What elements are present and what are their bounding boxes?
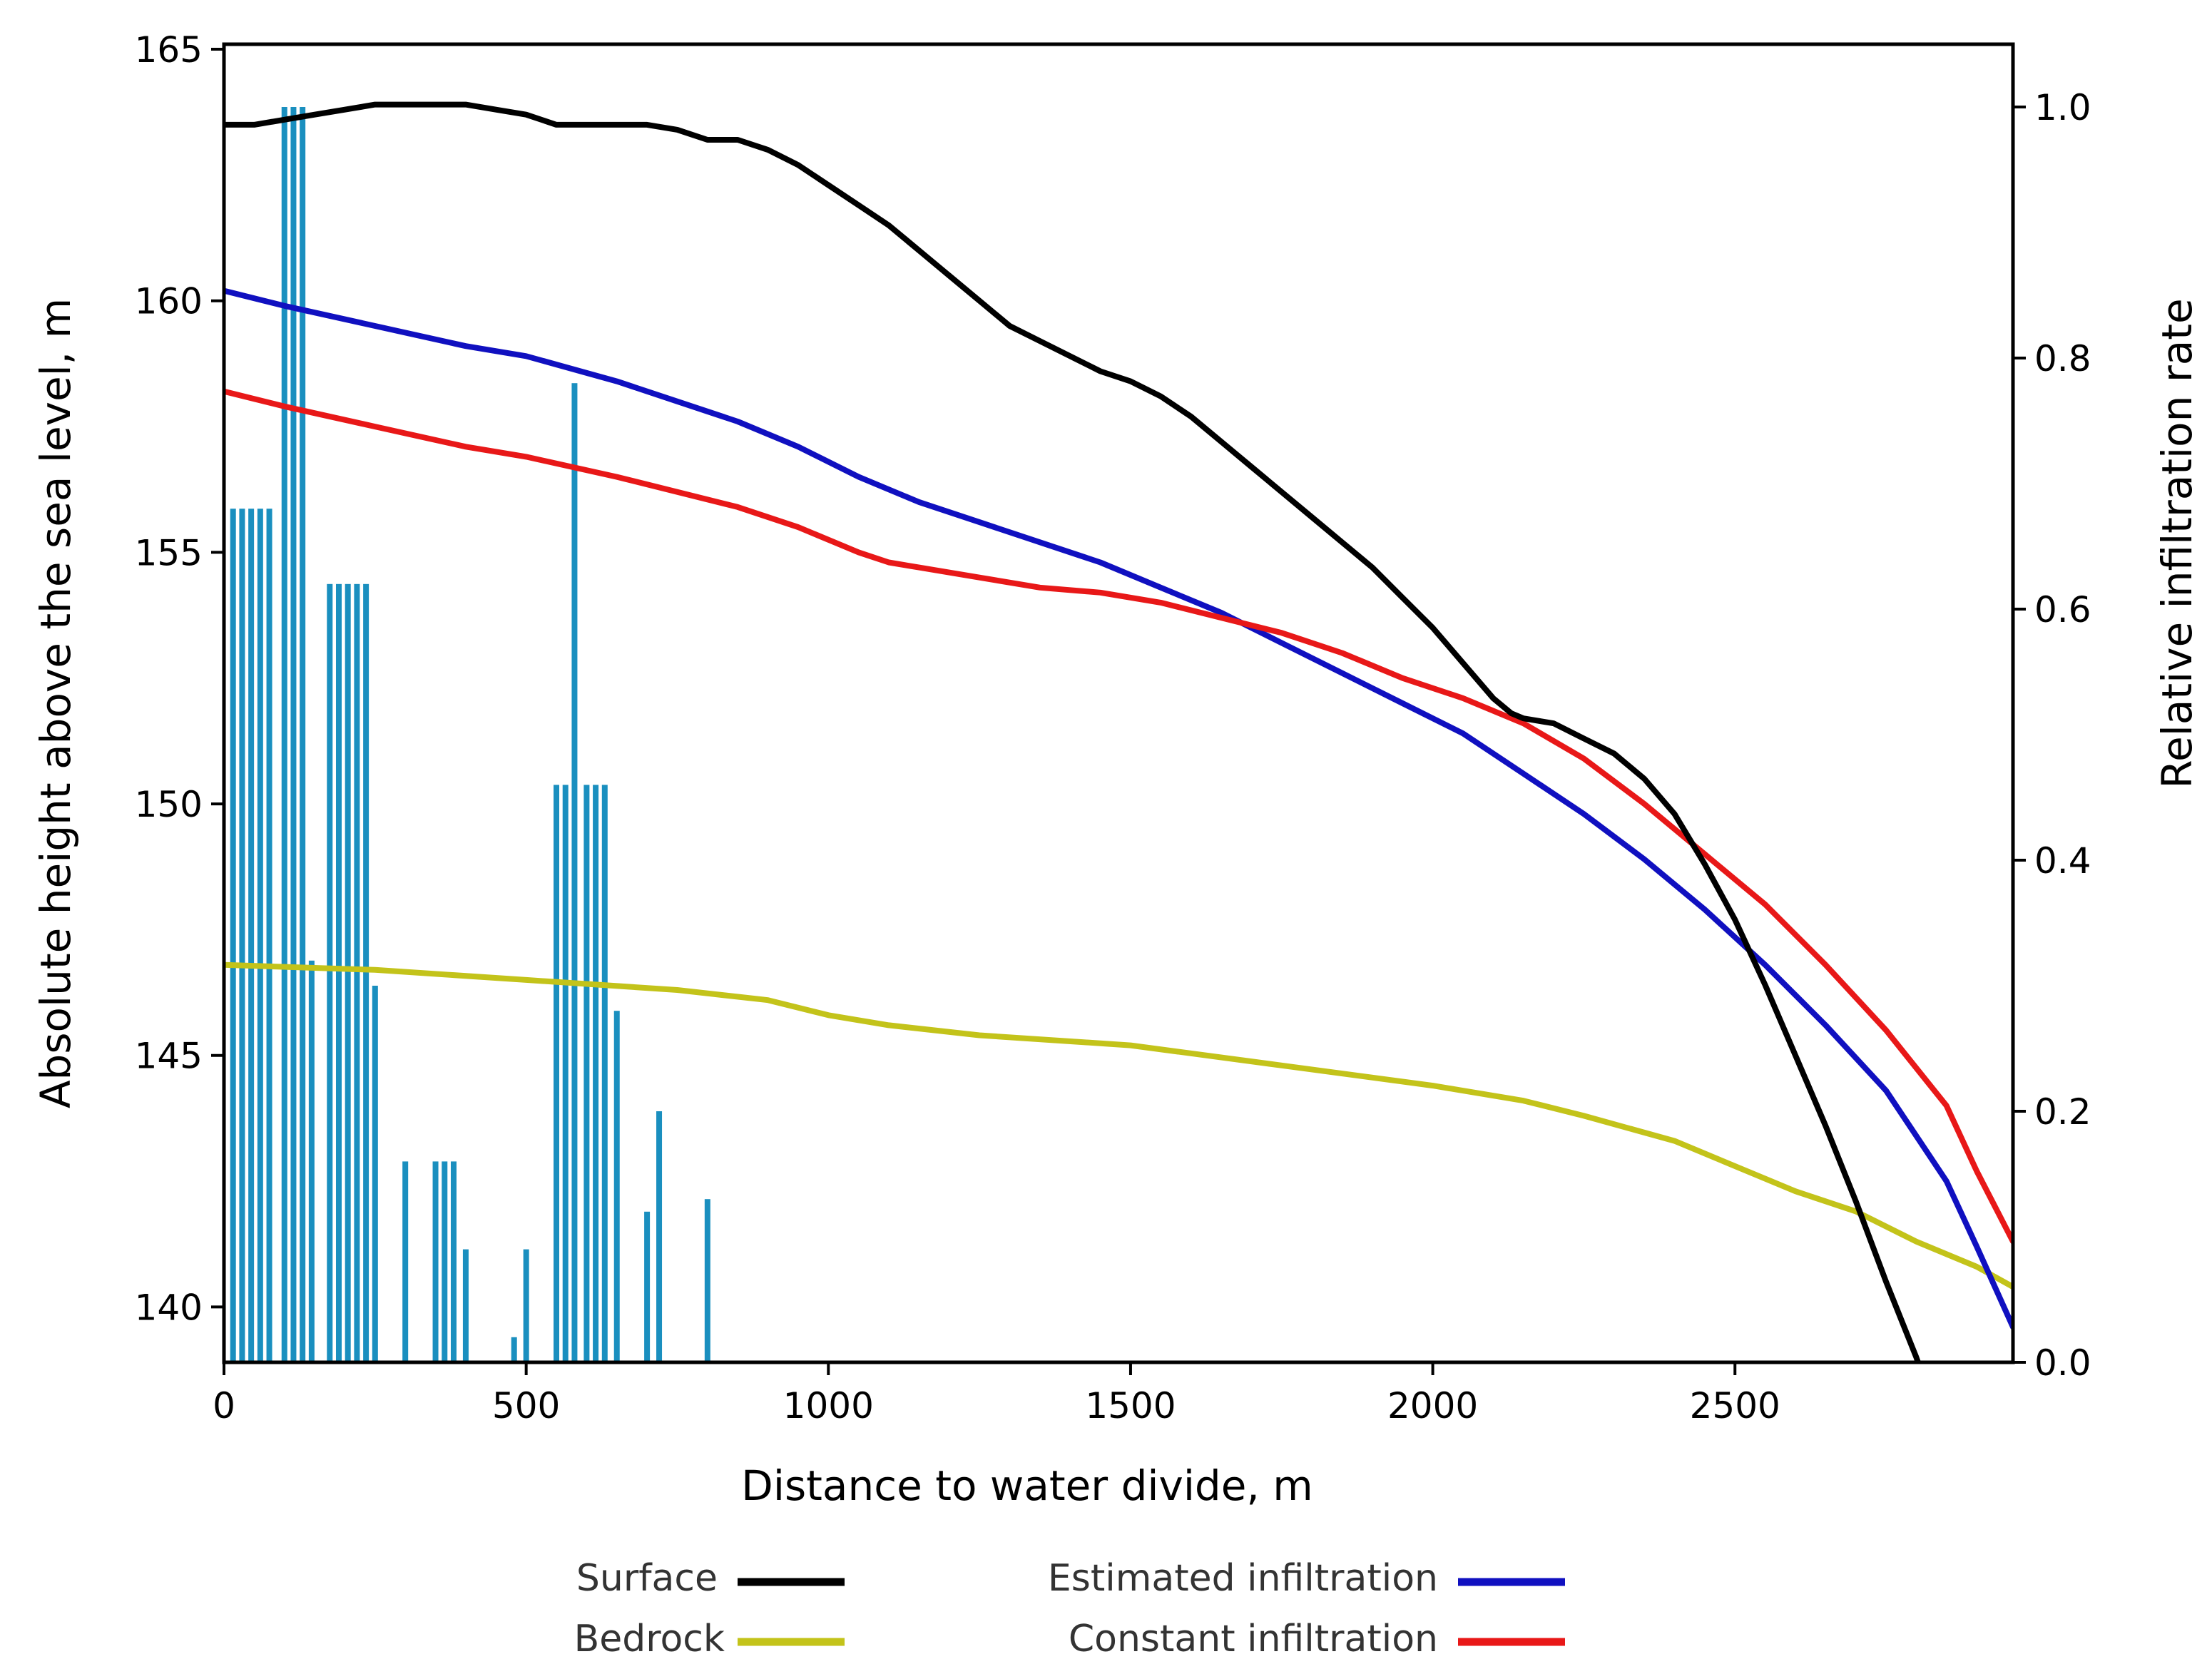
x-tick-label: 1000 <box>783 1385 874 1427</box>
legend-label-bedrock: Bedrock <box>574 1618 725 1660</box>
infiltration-bar <box>257 509 263 1363</box>
legend-label-estimated-infiltration: Estimated infiltration <box>1048 1557 1438 1600</box>
legend-label-surface: Surface <box>576 1557 718 1600</box>
y2-tick-label: 1.0 <box>2034 87 2091 128</box>
series-line-bedrock <box>224 961 2013 1290</box>
y-axis-label: Absolute height above the sea level, m <box>31 298 80 1108</box>
plot-frame <box>222 42 2015 1364</box>
infiltration-bar <box>562 785 569 1362</box>
series-line-constant-infiltration <box>224 388 2013 1245</box>
infiltration-bar <box>308 960 315 1362</box>
y-tick-label: 165 <box>135 29 203 71</box>
infiltration-bar <box>601 785 608 1362</box>
y-tick-label: 150 <box>135 784 203 825</box>
infiltration-bar <box>644 1211 651 1362</box>
infiltration-bar <box>354 583 360 1362</box>
infiltration-bar <box>571 383 578 1363</box>
infiltration-bar <box>230 509 236 1363</box>
infiltration-bar <box>266 509 272 1363</box>
legend: Surface Estimated infiltration Bedrock C… <box>574 1557 1565 1660</box>
infiltration-bar <box>281 107 287 1362</box>
y-tick-label: 155 <box>135 532 203 573</box>
y-tick-label: 140 <box>135 1287 203 1328</box>
x-tick-label: 500 <box>492 1385 560 1427</box>
series-line-estimated-infiltration <box>224 287 2013 1330</box>
y-tick-label: 145 <box>135 1036 203 1077</box>
y2-axis-label: Relative infiltration rate <box>2153 298 2201 788</box>
x-tick-label: 2000 <box>1387 1385 1478 1427</box>
y-tick-label: 160 <box>135 281 203 322</box>
y2-tick-label: 0.2 <box>2034 1091 2091 1133</box>
y2-tick-label: 0.4 <box>2034 840 2091 882</box>
infiltration-bars <box>230 107 710 1363</box>
infiltration-bar <box>239 509 245 1363</box>
infiltration-bar <box>300 107 306 1362</box>
infiltration-bar <box>290 107 297 1362</box>
infiltration-bar <box>554 785 560 1362</box>
infiltration-bar <box>656 1111 663 1362</box>
series-lines <box>224 101 2013 1362</box>
legend-label-constant-infiltration: Constant infiltration <box>1069 1618 1438 1660</box>
infiltration-bar <box>523 1249 529 1362</box>
axis-ticks: 0 500 1000 1500 2000 2500 140 145 150 155 160 165 0.… <box>135 29 2091 1427</box>
x-tick-label: 2500 <box>1690 1385 1780 1427</box>
y2-tick-label: 0.8 <box>2034 338 2091 379</box>
infiltration-bar <box>450 1161 457 1362</box>
x-axis-label: Distance to water divide, m <box>741 1461 1313 1510</box>
infiltration-bar <box>442 1161 448 1362</box>
infiltration-bar <box>363 583 369 1362</box>
infiltration-bar <box>248 509 255 1363</box>
infiltration-bar <box>402 1161 409 1362</box>
series-line-surface <box>224 101 1922 1362</box>
infiltration-bar <box>335 583 342 1362</box>
y2-tick-label: 0.6 <box>2034 589 2091 631</box>
infiltration-bar <box>583 785 590 1362</box>
x-tick-label: 0 <box>213 1385 235 1427</box>
infiltration-bar <box>462 1249 469 1362</box>
infiltration-bar <box>372 986 378 1362</box>
infiltration-bar <box>327 583 333 1362</box>
infiltration-bar <box>511 1337 517 1362</box>
infiltration-bar <box>432 1161 439 1362</box>
infiltration-bar <box>704 1199 710 1362</box>
infiltration-bar <box>613 1011 620 1362</box>
infiltration-bar <box>345 583 351 1362</box>
y2-tick-label: 0.0 <box>2034 1342 2091 1384</box>
infiltration-bar <box>593 785 599 1362</box>
x-tick-label: 1500 <box>1085 1385 1176 1427</box>
